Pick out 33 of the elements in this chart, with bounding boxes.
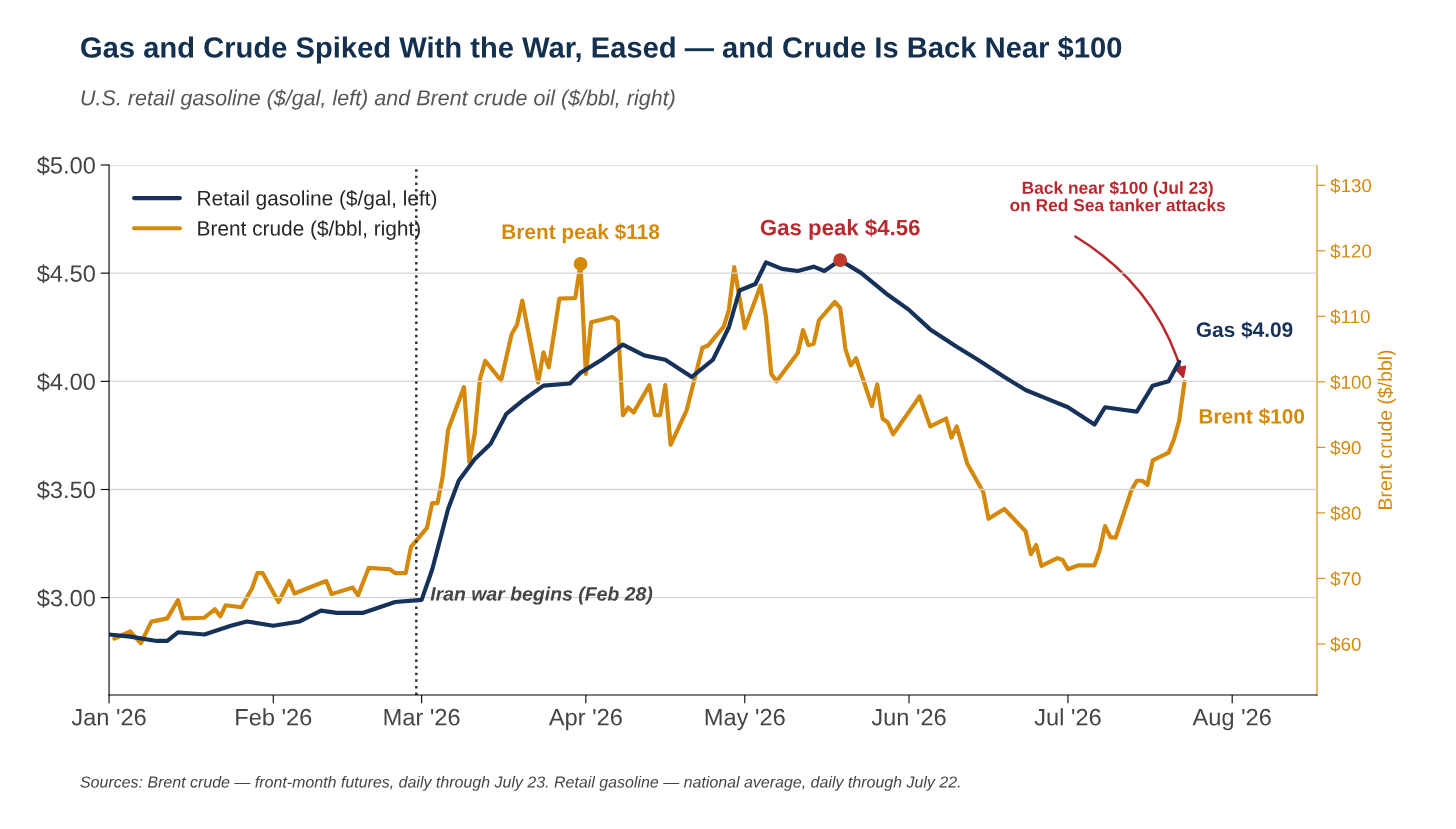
x-tick-label: Aug '26 [1192, 708, 1271, 731]
y-tick-label: $3.50 [37, 480, 95, 500]
y-tick-label: $5.00 [37, 156, 95, 176]
legend-label: Retail gasoline ($/gal, left) [198, 189, 437, 210]
annotation: Brent peak $118 [502, 223, 660, 244]
ref-line-label: Iran war begins (Feb 28) [430, 586, 653, 605]
x-tick-label: Jul '26 [1034, 708, 1101, 726]
annotation: Brent $100 [1199, 408, 1305, 426]
y2-tick-label: $100 [1330, 374, 1372, 390]
y2-tick-label: $130 [1330, 178, 1372, 194]
source-note: Sources: Brent crude — front-month futures, daily through July 23. Retail gasoline — national average, daily through July 22. [80, 775, 960, 791]
annotation: Back near $100 (Jul 23) on Red Sea tanker attacks [1010, 180, 1226, 212]
legend-label: Brent crude ($/bbl, right) [198, 220, 420, 240]
x-tick-label: Feb '26 [236, 708, 312, 726]
x-tick-label: May '26 [705, 708, 785, 731]
y-tick-label: $3.00 [37, 588, 95, 608]
annotation: Gas $4.09 [1196, 321, 1293, 339]
y2-tick-label: $90 [1330, 440, 1361, 456]
y2-tick-label: $110 [1330, 309, 1370, 325]
y2-tick-label: $80 [1330, 505, 1361, 521]
y-tick-label: $4.50 [37, 264, 95, 284]
y-tick-label: $4.00 [37, 372, 95, 392]
x-tick-label: Jun '26 [871, 708, 946, 726]
x-tick-label: Apr '26 [548, 708, 622, 731]
y2-tick-label: $60 [1330, 636, 1361, 653]
y2-tick-label: $120 [1330, 243, 1372, 259]
y2-tick-label: $70 [1330, 571, 1361, 587]
x-tick-label: Mar '26 [384, 708, 460, 726]
y2-axis-title: Brent crude ($/bbl) [1377, 350, 1396, 509]
annotation: Gas peak $4.56 [760, 218, 920, 240]
chart-title: Gas and Crude Spiked With the War, Eased — and Crude Is Back Near $100 [81, 35, 1122, 64]
chart-subtitle: U.S. retail gasoline ($/gal, left) and Brent crude oil ($/bbl, right) [81, 89, 675, 110]
x-tick-label: Jan '26 [71, 708, 146, 726]
